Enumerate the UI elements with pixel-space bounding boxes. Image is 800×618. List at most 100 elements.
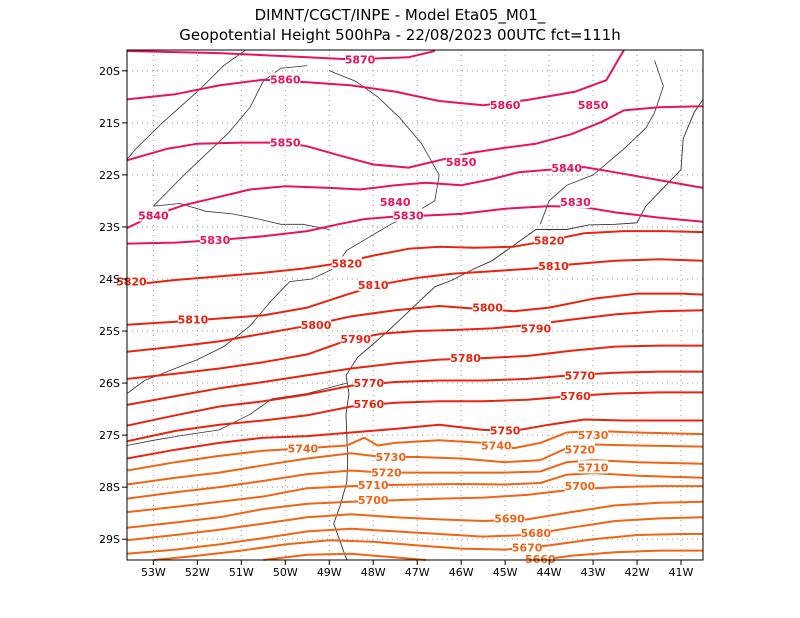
contour-label: 5850: [270, 137, 301, 150]
contour-5660: [540, 549, 703, 561]
contour-label-background: [538, 258, 569, 272]
lon-tick-label: 50W: [273, 566, 298, 579]
contour-label: 5790: [521, 322, 552, 335]
state-border: [153, 65, 308, 207]
contour-label: 5830: [560, 196, 591, 209]
contour-label: 5670: [512, 542, 543, 555]
contour-label: 5830: [393, 209, 424, 222]
contour-label-background: [534, 233, 565, 247]
contour-5750: [126, 418, 703, 460]
lat-tick-label: 23S: [99, 221, 120, 234]
contour-label: 5750: [490, 424, 521, 437]
contour-label-background: [270, 72, 301, 86]
contour-label-background: [358, 278, 389, 292]
axis-ticks: 53W 52W 51W 50W 49W 48W 47W 46W 45W 44W 43W 42W 41W 2…: [99, 65, 694, 579]
contour-label: 5860: [490, 99, 521, 112]
contour-label: 5850: [446, 156, 477, 169]
contour-label: 5740: [481, 440, 512, 453]
contour-label-background: [472, 300, 503, 314]
contour-label-background: [560, 194, 591, 208]
lat-tick-label: 29S: [99, 533, 120, 546]
state-border: [539, 60, 664, 225]
contour-label: 5700: [565, 480, 596, 493]
contour-label-background: [551, 161, 582, 175]
contour-5780: [126, 344, 703, 406]
contour-label-background: [494, 511, 525, 525]
contour-label-background: [446, 154, 477, 168]
contour-label: 5720: [565, 444, 596, 457]
contour-label-background: [353, 376, 384, 390]
height-contours: [126, 49, 704, 561]
contour-label: 5680: [521, 527, 552, 540]
contour-label: 5820: [332, 257, 363, 270]
contour-5860: [126, 49, 625, 107]
lon-tick-label: 41W: [669, 566, 694, 579]
contour-label: 5780: [450, 352, 481, 365]
contour-label-background: [564, 442, 595, 456]
lon-tick-label: 44W: [537, 566, 562, 579]
contour-label-background: [375, 449, 406, 463]
contour-label: 5840: [138, 209, 169, 222]
contour-5770: [126, 370, 703, 427]
contour-5760: [126, 391, 703, 443]
contour-label: 5800: [301, 319, 332, 332]
contour-label: 5740: [288, 443, 319, 456]
contour-label-background: [520, 525, 551, 539]
lon-tick-label: 45W: [493, 566, 518, 579]
contour-label: 5870: [345, 53, 376, 66]
contour-label: 5810: [178, 314, 209, 327]
lat-tick-label: 26S: [99, 377, 120, 390]
lon-tick-label: 47W: [405, 566, 430, 579]
contour-label-background: [345, 52, 376, 66]
contour-label-background: [564, 368, 595, 382]
contour-label-background: [393, 208, 424, 222]
contour-label: 5800: [472, 302, 503, 315]
lat-tick-label: 25S: [99, 325, 120, 338]
contour-label: 5710: [358, 479, 389, 492]
contour-5850: [126, 105, 704, 169]
contour-5800: [126, 292, 704, 353]
contour-5840: [126, 166, 704, 229]
contour-label: 5810: [538, 260, 569, 273]
lon-tick-label: 43W: [581, 566, 606, 579]
contour-label-background: [490, 423, 521, 437]
contour-label: 5850: [578, 99, 609, 112]
contour-label: 5710: [578, 461, 609, 474]
contour-label-background: [564, 479, 595, 493]
contour-label: 5720: [371, 467, 402, 480]
contour-label: 5770: [354, 377, 385, 390]
contour-label: 5790: [340, 333, 371, 346]
lon-tick-label: 49W: [317, 566, 342, 579]
contour-label: 5760: [560, 390, 591, 403]
contour-label-background: [481, 438, 512, 452]
contour-label-background: [270, 135, 301, 149]
title-line-1: DIMNT/CGCT/INPE - Model Eta05_M01_: [254, 6, 546, 24]
contour-label-background: [512, 540, 543, 554]
lon-tick-label: 53W: [141, 566, 166, 579]
contour-label-background: [578, 428, 609, 442]
contour-label-background: [490, 98, 521, 112]
lat-tick-label: 21S: [99, 117, 120, 130]
coastline: [333, 99, 704, 561]
contour-5870: [126, 50, 436, 61]
contour-5700: [126, 485, 703, 529]
coastline-path: [333, 99, 704, 561]
lat-tick-label: 28S: [99, 481, 120, 494]
contour-label: 5830: [200, 234, 231, 247]
lon-tick-label: 52W: [185, 566, 210, 579]
map-frame: [126, 49, 704, 561]
contour-label-background: [371, 465, 402, 479]
contour-label-background: [138, 208, 169, 222]
contour-label-background: [353, 396, 384, 410]
lat-tick-label: 27S: [99, 429, 120, 442]
contour-label: 5840: [380, 196, 411, 209]
contour-label-background: [340, 331, 371, 345]
lon-tick-label: 51W: [229, 566, 254, 579]
political-borders: [126, 49, 664, 446]
contour-label: 5840: [551, 162, 582, 175]
contour-5660: [263, 552, 427, 561]
contour-label-background: [301, 317, 332, 331]
contour-label: 5690: [494, 512, 525, 525]
